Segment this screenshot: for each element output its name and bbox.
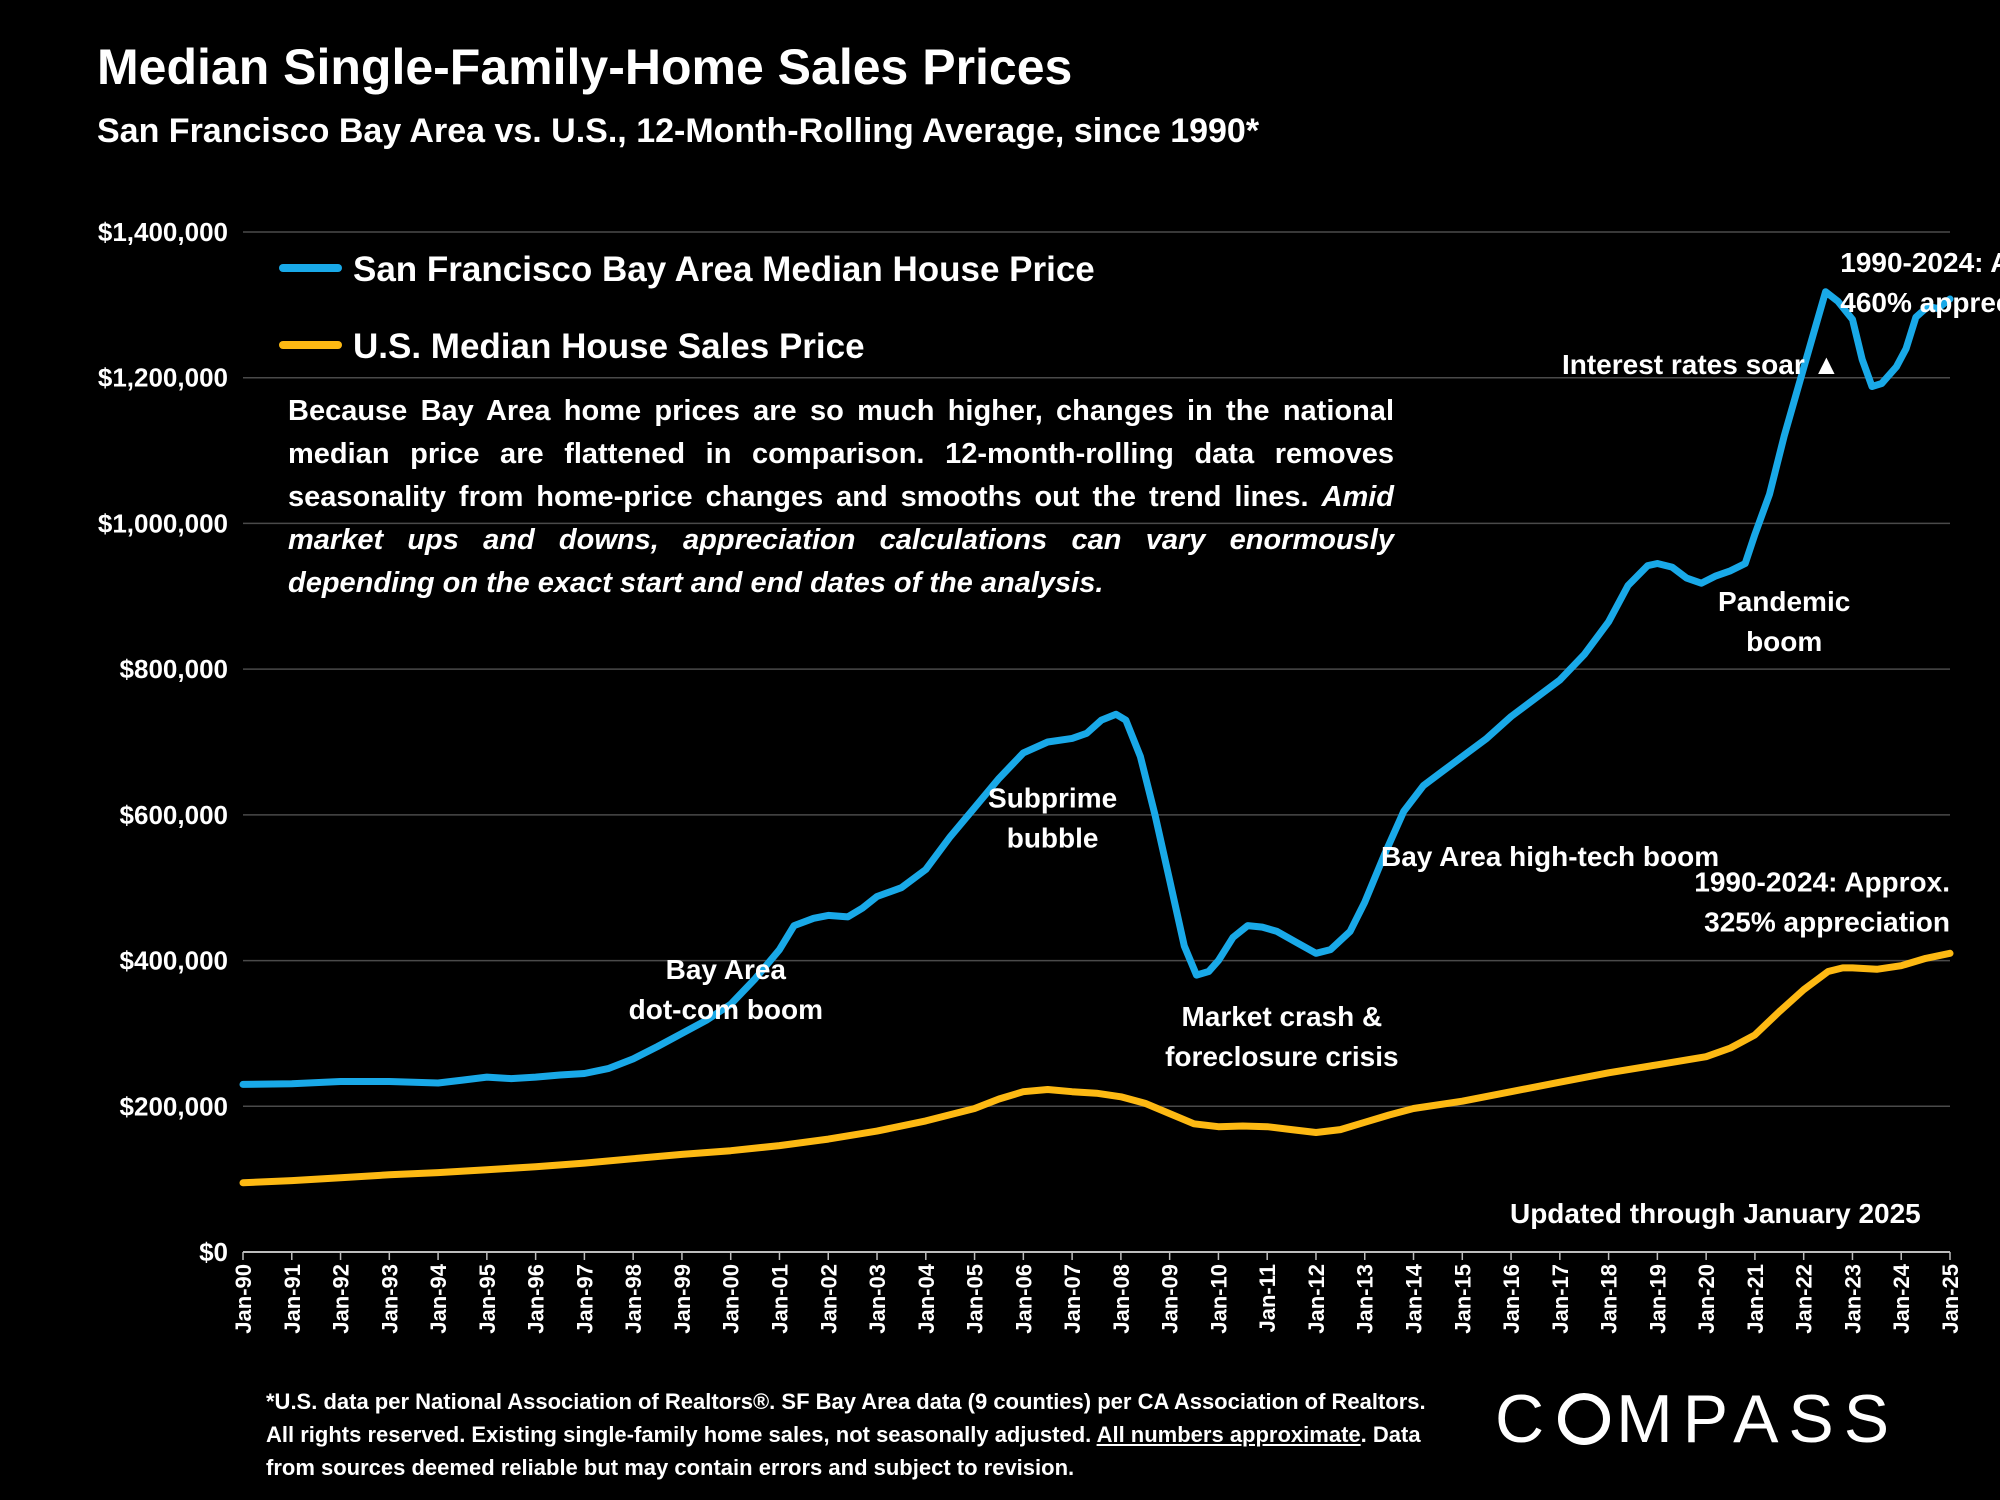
bay-area-price-line [239,288,1954,1088]
x-tick-label: Jan-21 [1743,1264,1768,1334]
compass-logo: C MPASS [1495,1380,1899,1458]
x-tick-label: Jan-16 [1499,1264,1524,1334]
source-footnote: *U.S. data per National Association of R… [266,1385,1436,1484]
x-tick-label: Jan-25 [1938,1264,1963,1334]
annotation-crash: Market crash & [1181,1001,1382,1032]
x-tick-label: Jan-24 [1889,1263,1914,1333]
logo-ring-icon [1558,1393,1611,1445]
x-tick-label: Jan-09 [1158,1264,1183,1334]
x-tick-label: Jan-11 [1255,1264,1280,1333]
x-tick-label: Jan-94 [426,1263,451,1333]
y-tick-label: $1,400,000 [98,217,228,247]
x-tick-label: Jan-96 [524,1264,549,1334]
explanation-note: Because Bay Area home prices are so much… [288,390,1394,605]
x-tick-label: Jan-00 [719,1264,744,1334]
x-tick-label: Jan-15 [1450,1264,1475,1334]
x-tick-label: Jan-18 [1597,1264,1622,1334]
x-tick-label: Jan-90 [231,1264,256,1334]
x-tick-label: Jan-01 [767,1264,792,1334]
x-tick-label: Jan-04 [914,1263,939,1333]
annotation-dotcom: Bay Area [666,954,787,985]
x-tick-label: Jan-93 [377,1264,402,1334]
note-italic-text: Amid market ups and downs, appreciation … [288,481,1394,599]
x-tick-label: Jan-05 [963,1264,988,1334]
annotation-pandemic: boom [1746,626,1822,657]
x-tick-label: Jan-14 [1402,1263,1427,1333]
gridlines [243,231,1950,1253]
legend-label-us: U.S. Median House Sales Price [353,327,865,366]
x-tick-label: Jan-02 [816,1264,841,1334]
y-tick-label: $800,000 [120,654,228,684]
annotation-dotcom: dot-com boom [629,994,823,1025]
series-lines [239,288,1954,1187]
annotation-bay-total: 1990-2024: Approx. [1840,247,2000,278]
x-tick-label: Jan-97 [572,1264,597,1334]
logo-letter-c: C [1495,1381,1555,1457]
annotation-updated: Updated through January 2025 [1510,1198,1921,1229]
x-tick-label: Jan-95 [475,1264,500,1334]
x-tick-label: Jan-22 [1792,1264,1817,1334]
chart-title: Median Single-Family-Home Sales Prices [97,39,1073,95]
x-tick-label: Jan-06 [1011,1264,1036,1334]
x-tick-label: Jan-98 [621,1264,646,1334]
footnote-text-2: . Data from sources deemed reliable but … [266,1422,1421,1480]
y-axis: $0 $200,000 $400,000 $600,000 $800,000 $1,000… [98,217,228,1267]
annotations: 1990-2024: Approx. 460% appreciation 1990-… [629,247,2000,1229]
note-text: Because Bay Area home prices are so much… [288,395,1394,513]
x-tick-label: Jan-13 [1353,1264,1378,1334]
annotation-subprime: bubble [1007,823,1099,854]
chart-subtitle: San Francisco Bay Area vs. U.S., 12-Mont… [97,112,1260,150]
annotation-crash: foreclosure crisis [1165,1041,1398,1072]
x-tick-label: Jan-17 [1548,1264,1573,1334]
legend: San Francisco Bay Area Median House Pric… [279,250,1095,366]
annotation-rates: Interest rates soar ▲ [1562,349,1840,380]
us-price-line [239,949,1954,1187]
x-tick-label: Jan-03 [865,1264,890,1334]
legend-label-bay: San Francisco Bay Area Median House Pric… [353,250,1095,289]
x-tick-label: Jan-10 [1206,1264,1231,1334]
y-tick-label: $600,000 [120,800,228,830]
footnote-text: *U.S. data per National Association of R… [266,1389,1426,1447]
annotation-hitech: Bay Area high-tech boom [1381,841,1719,872]
x-tick-label: Jan-19 [1645,1264,1670,1334]
x-tick-label: Jan-07 [1060,1264,1085,1334]
annotation-us-total: 1990-2024: Approx. [1694,866,1950,897]
y-tick-label: $200,000 [120,1091,228,1121]
x-tick-label: Jan-23 [1840,1264,1865,1334]
annotation-pandemic: Pandemic [1718,586,1850,617]
logo-letters: MPASS [1616,1381,1900,1457]
x-tick-label: Jan-20 [1694,1264,1719,1334]
y-tick-label: $400,000 [120,946,228,976]
x-tick-label: Jan-08 [1109,1264,1134,1334]
y-tick-label: $1,000,000 [98,508,228,538]
x-axis: Jan-90 Jan-91 Jan-92 Jan-93 Jan-94 Jan-95 Jan-… [231,1252,1963,1334]
x-tick-label: Jan-91 [280,1264,305,1334]
x-tick-label: Jan-92 [329,1264,354,1334]
footnote-underlined: All numbers approximate [1096,1422,1361,1447]
y-tick-label: $1,200,000 [98,363,228,393]
annotation-bay-total: 460% appreciation [1840,287,2000,318]
x-tick-label: Jan-99 [670,1264,695,1334]
x-tick-label: Jan-12 [1304,1264,1329,1334]
annotation-us-total: 325% appreciation [1704,906,1950,937]
y-tick-label: $0 [199,1237,228,1267]
annotation-subprime: Subprime [988,783,1117,814]
